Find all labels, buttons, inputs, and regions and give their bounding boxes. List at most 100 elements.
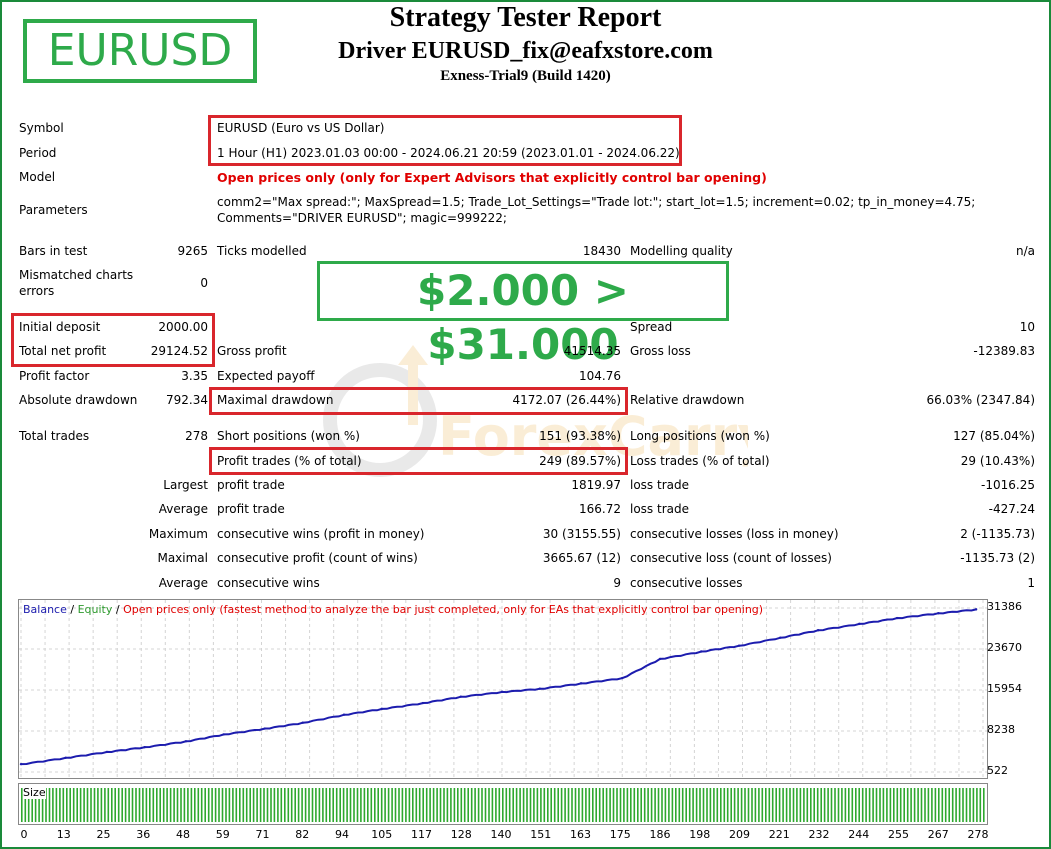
size-bar xyxy=(304,788,307,822)
size-bar xyxy=(540,788,542,822)
size-bar xyxy=(218,788,220,822)
size-bar xyxy=(861,788,864,822)
average-consecutive-label: Average xyxy=(158,576,208,590)
y-tick-label: 31386 xyxy=(987,600,1022,613)
size-bar xyxy=(910,788,912,822)
size-bar xyxy=(820,788,822,822)
profit-trades-highlight xyxy=(209,447,628,475)
deposit-label: Initial deposit xyxy=(19,320,101,334)
size-bar xyxy=(550,788,552,822)
size-bar xyxy=(259,788,262,822)
size-bar xyxy=(816,788,819,822)
profit-trades-value: 249 (89.57%) xyxy=(539,454,621,468)
size-bar xyxy=(114,788,116,822)
mismatch-value: 0 xyxy=(200,276,208,290)
x-tick-label: 209 xyxy=(729,828,750,841)
bars-label: Bars in test xyxy=(19,244,88,258)
size-bar xyxy=(502,788,504,822)
watermark-text: ForexCarry xyxy=(438,405,748,468)
size-bar xyxy=(972,788,975,822)
size-bar xyxy=(692,788,694,822)
size-bar xyxy=(917,788,919,822)
expected-payoff-value: 104.76 xyxy=(579,369,621,383)
size-bar xyxy=(391,788,393,822)
size-bar xyxy=(287,788,290,822)
size-bar xyxy=(730,788,732,822)
size-bar xyxy=(356,788,359,822)
size-bar xyxy=(671,788,674,822)
size-bar xyxy=(370,788,373,822)
size-bar xyxy=(654,788,656,822)
size-bar xyxy=(592,788,594,822)
size-bar xyxy=(277,788,279,822)
maximal-label: Maximal xyxy=(157,551,208,565)
balance-point xyxy=(779,636,782,639)
size-bar xyxy=(239,788,241,822)
maximal-loss-value: -1135.73 (2) xyxy=(960,551,1035,565)
max-losses-label: consecutive losses (loss in money) xyxy=(630,527,839,541)
size-bar xyxy=(79,788,82,822)
x-tick-label: 244 xyxy=(848,828,870,841)
size-bar xyxy=(425,788,428,822)
size-bar xyxy=(567,788,570,822)
chart-legend: Balance / Equity / Open prices only (fas… xyxy=(23,603,763,616)
bars-value: 9265 xyxy=(177,244,208,258)
size-bar xyxy=(958,788,961,822)
size-bar xyxy=(349,788,352,822)
size-bar xyxy=(668,788,670,822)
x-tick-label: 82 xyxy=(295,828,310,841)
size-bar xyxy=(436,788,438,822)
average-loss-value: -427.24 xyxy=(988,502,1035,516)
size-bar xyxy=(477,788,480,822)
size-bar xyxy=(799,788,802,822)
size-bar xyxy=(422,788,424,822)
size-bar xyxy=(412,788,414,822)
x-tick-label: 25 xyxy=(96,828,111,841)
x-tick-label: 140 xyxy=(490,828,512,841)
size-bar xyxy=(484,788,487,822)
avg-wins-value: 9 xyxy=(613,576,621,590)
x-tick-label: 175 xyxy=(609,828,631,841)
size-bar xyxy=(131,788,134,822)
size-bar xyxy=(695,788,698,822)
short-positions-value: 151 (93.38%) xyxy=(539,429,621,443)
size-bar xyxy=(848,788,850,822)
size-bar xyxy=(86,788,89,822)
size-bar xyxy=(765,788,767,822)
mismatch-label-2: errors xyxy=(19,284,55,298)
size-label: Size xyxy=(23,786,46,799)
maximal-loss-label: consecutive loss (count of losses) xyxy=(630,551,832,565)
size-bar xyxy=(754,788,757,822)
size-bar xyxy=(162,788,165,822)
size-bar xyxy=(197,788,200,822)
legend-sep: / xyxy=(66,603,78,616)
average-label: Average xyxy=(158,502,208,516)
size-bar xyxy=(571,788,573,822)
size-histogram-svg xyxy=(21,788,985,822)
size-bar xyxy=(778,788,781,822)
balance-point xyxy=(737,644,741,647)
size-bar xyxy=(810,788,812,822)
size-bar xyxy=(187,788,189,822)
size-bar xyxy=(200,788,203,822)
size-bar xyxy=(720,788,722,822)
size-bar xyxy=(775,788,777,822)
x-tick-label: 128 xyxy=(450,828,472,841)
balance-point xyxy=(105,750,109,754)
size-bar xyxy=(156,788,158,822)
x-tick-label: 36 xyxy=(136,828,151,841)
size-bar xyxy=(367,788,369,822)
average-profit-label: profit trade xyxy=(217,502,285,516)
net-profit-label: Total net profit xyxy=(19,344,107,358)
symbol-logo: EURUSD xyxy=(23,19,257,83)
size-bar xyxy=(865,788,867,822)
size-bar xyxy=(270,788,272,822)
size-bar xyxy=(249,788,251,822)
size-bar xyxy=(924,788,926,822)
size-bar xyxy=(121,788,123,822)
size-bar xyxy=(983,788,985,822)
size-bar xyxy=(733,788,736,822)
server-info: Exness-Trial9 (Build 1420) xyxy=(440,68,611,84)
size-bar xyxy=(145,788,148,822)
balance-chart-svg xyxy=(19,600,987,778)
